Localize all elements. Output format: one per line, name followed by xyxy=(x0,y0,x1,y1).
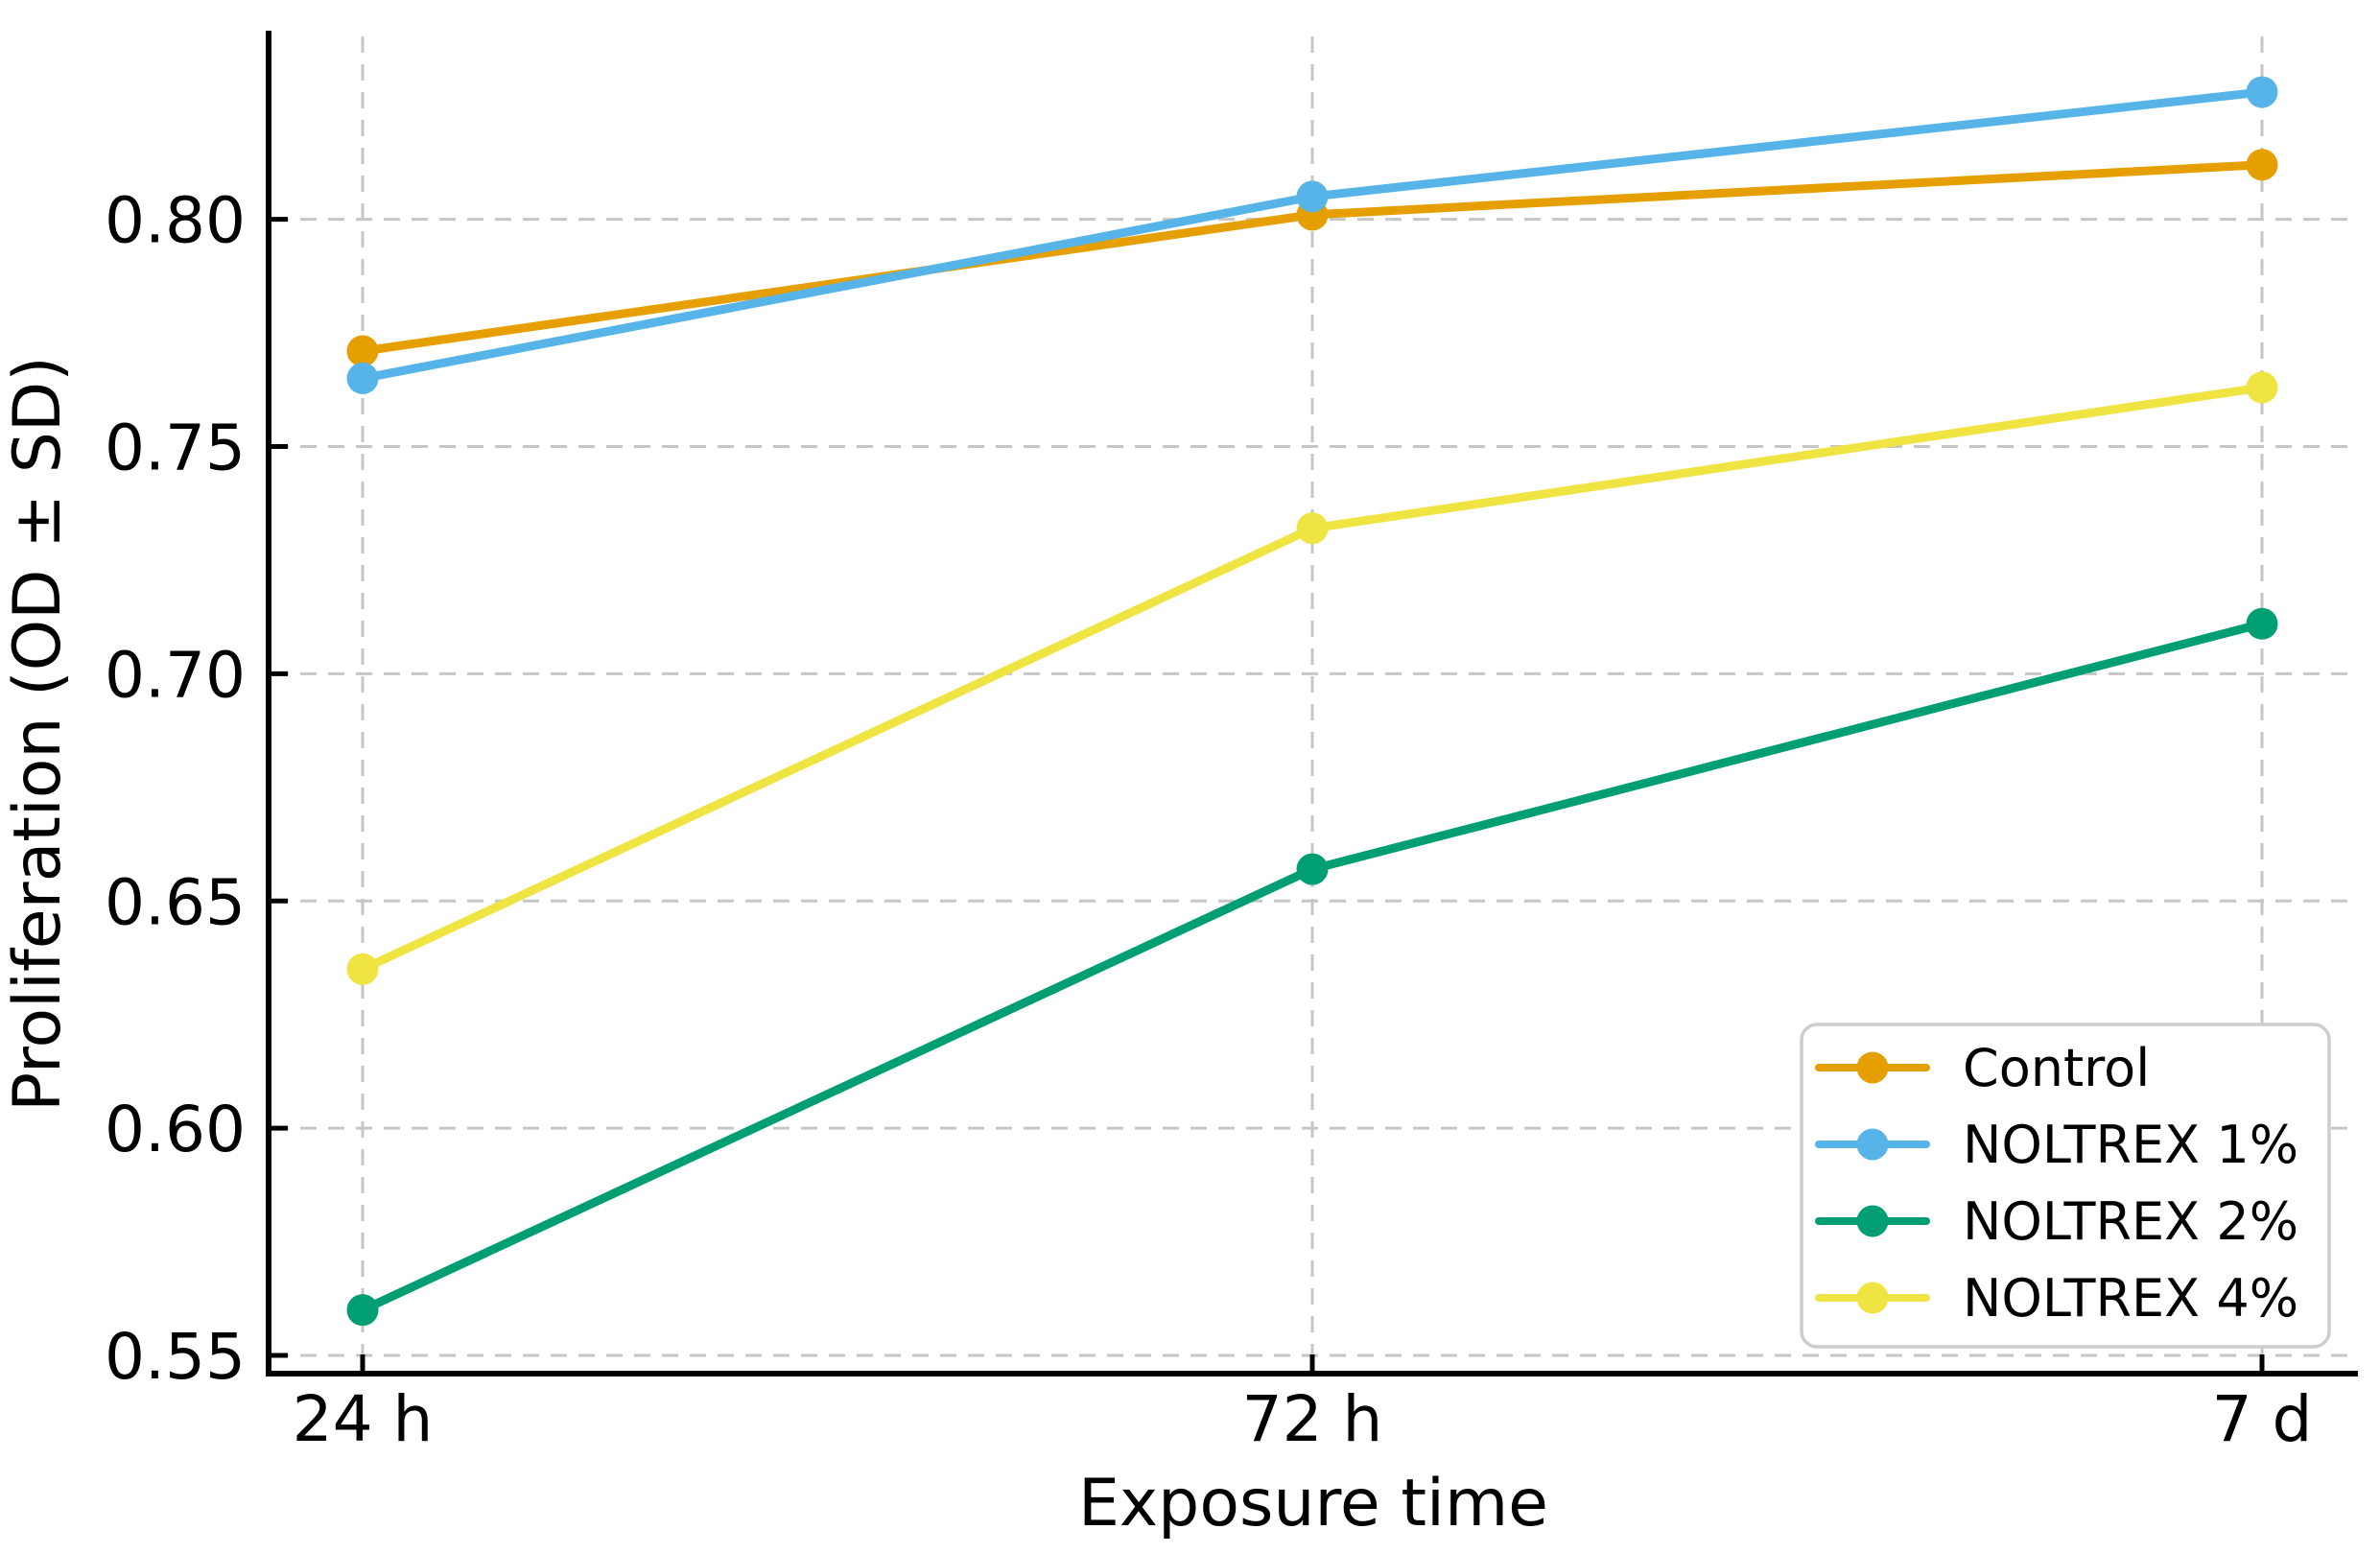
y-tick-label: 0.60 xyxy=(105,1093,246,1166)
y-tick-label: 0.75 xyxy=(105,412,246,485)
x-tick-label: 24 h xyxy=(293,1382,434,1456)
legend-marker xyxy=(1856,1128,1889,1161)
y-tick-label: 0.65 xyxy=(105,865,246,939)
data-point-noltrex-4 xyxy=(2246,371,2278,404)
data-point-noltrex-1 xyxy=(2246,76,2278,108)
y-tick-label: 0.70 xyxy=(105,638,246,712)
data-point-noltrex-2 xyxy=(1296,853,1329,885)
data-point-noltrex-1 xyxy=(346,362,379,394)
x-axis-title: Exposure time xyxy=(1078,1466,1548,1541)
legend-item-control: Control xyxy=(1815,1038,2150,1098)
legend-box xyxy=(1800,1023,2331,1349)
legend-item-noltrex-2: NOLTREX 2% xyxy=(1815,1191,2298,1252)
y-axis-title: Proliferation (OD ± SD) xyxy=(0,356,76,1112)
y-tick-label: 0.55 xyxy=(105,1320,246,1394)
data-point-noltrex-4 xyxy=(1296,512,1329,545)
series-noltrex-2 xyxy=(346,607,2278,1327)
legend-marker xyxy=(1856,1282,1889,1314)
data-point-noltrex-1 xyxy=(1296,180,1329,213)
x-axis: 24 h 72 h 7 d xyxy=(293,1354,2313,1456)
data-point-noltrex-2 xyxy=(2246,607,2278,640)
legend-marker xyxy=(1856,1205,1889,1237)
legend-label: Control xyxy=(1963,1038,2150,1098)
x-tick-label: 72 h xyxy=(1242,1382,1383,1456)
series-noltrex-1 xyxy=(346,76,2278,394)
data-point-control xyxy=(2246,149,2278,181)
legend-marker xyxy=(1856,1051,1889,1084)
data-point-control xyxy=(346,335,379,367)
x-tick-label: 7 d xyxy=(2212,1382,2313,1456)
legend-label: NOLTREX 1% xyxy=(1963,1115,2298,1175)
series-noltrex-4 xyxy=(346,371,2278,985)
legend-label: NOLTREX 2% xyxy=(1963,1191,2298,1252)
y-axis: 0.55 0.60 0.65 0.70 0.75 0.80 xyxy=(105,184,288,1394)
legend-item-noltrex-1: NOLTREX 1% xyxy=(1815,1115,2298,1175)
data-point-noltrex-2 xyxy=(346,1294,379,1327)
legend: Control NOLTREX 1% NOLTREX 2% NOLTREX 4% xyxy=(1800,1023,2331,1349)
data-point-noltrex-4 xyxy=(346,953,379,985)
y-tick-label: 0.80 xyxy=(105,184,246,258)
legend-label: NOLTREX 4% xyxy=(1963,1268,2298,1329)
legend-item-noltrex-4: NOLTREX 4% xyxy=(1815,1268,2298,1329)
